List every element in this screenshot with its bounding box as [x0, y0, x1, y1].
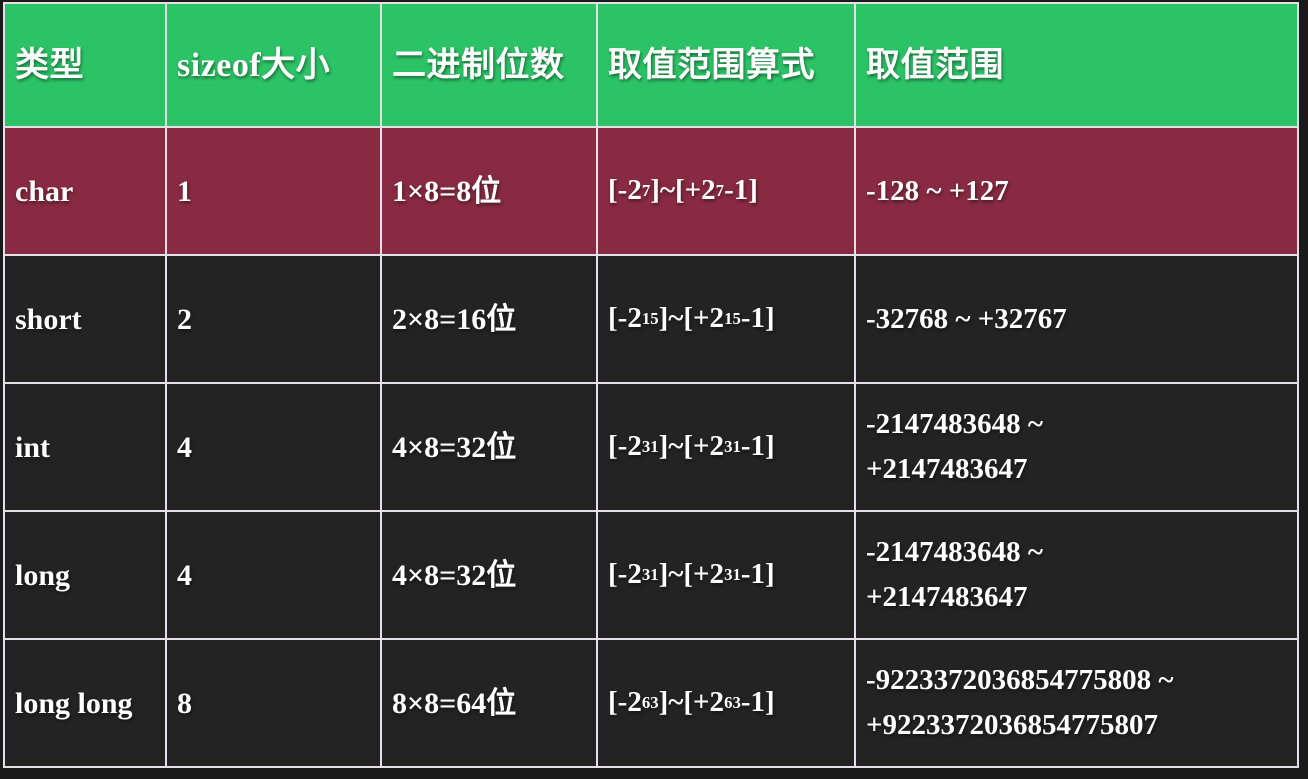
- formula-text: ]~[+2: [658, 686, 725, 719]
- cell-range: -128 ~ +127: [866, 174, 1009, 207]
- formula-text: ]~[+2: [658, 430, 725, 463]
- formula-text: [-2: [608, 686, 642, 719]
- cell-formula: [-2 31]~[+2 31 -1]: [598, 512, 856, 638]
- cell-range: -32768 ~ +32767: [866, 302, 1067, 335]
- cell-sizeof: 4: [167, 512, 382, 638]
- table-row: long long 8 8×8=64位 [-2 63]~[+2 63 -1] -922…: [5, 638, 1297, 766]
- cell-formula: [-2 7]~[+2 7 -1]: [598, 128, 856, 254]
- table-body: char 1 1×8=8位 [-2 7]~[+2 7 -1] -128 ~ +127 …: [5, 126, 1297, 766]
- cell-formula: [-2 15]~[+2 15 -1]: [598, 256, 856, 382]
- cell-sizeof: 4: [167, 384, 382, 510]
- cell-sizeof: 8: [167, 640, 382, 766]
- cell-bits: 8×8=64位: [382, 640, 598, 766]
- cell-sizeof: 1: [167, 128, 382, 254]
- cell-range: -2147483648 ~ +2147483647: [866, 536, 1043, 613]
- cell-formula: [-2 63]~[+2 63 -1]: [598, 640, 856, 766]
- formula-text: -1]: [740, 686, 775, 719]
- cell-bits: 2×8=16位: [382, 256, 598, 382]
- table-row: long 4 4×8=32位 [-2 31]~[+2 31 -1] -21474836…: [5, 510, 1297, 638]
- cell-formula: [-2 31]~[+2 31 -1]: [598, 384, 856, 510]
- cell-type: int: [5, 384, 167, 510]
- formula-text: [-2: [608, 430, 642, 463]
- cell-type: short: [5, 256, 167, 382]
- formula-text: ]~[+2: [658, 302, 725, 335]
- cell-type: char: [5, 128, 167, 254]
- formula-text: -1]: [724, 174, 758, 207]
- header-row: 类型 sizeof大小 二进制位数 取值范围算式 取值范围: [5, 4, 1297, 126]
- cell-bits: 4×8=32位: [382, 384, 598, 510]
- cell-bits: 1×8=8位: [382, 128, 598, 254]
- table-row: short 2 2×8=16位 [-2 15]~[+2 15 -1] -32768 ~…: [5, 254, 1297, 382]
- cell-range: -2147483648 ~ +2147483647: [866, 408, 1043, 485]
- formula-text: ]~[+2: [658, 558, 725, 591]
- formula-text: [-2: [608, 302, 642, 335]
- table-row: char 1 1×8=8位 [-2 7]~[+2 7 -1] -128 ~ +127: [5, 126, 1297, 254]
- col-header-range: 取值范围: [866, 46, 1004, 84]
- formula-text: -1]: [740, 302, 775, 335]
- formula-text: ]~[+2: [650, 174, 716, 207]
- formula-text: -1]: [740, 558, 775, 591]
- table-row: int 4 4×8=32位 [-2 31]~[+2 31 -1] -214748364…: [5, 382, 1297, 510]
- cell-bits: 4×8=32位: [382, 512, 598, 638]
- cell-type: long long: [5, 640, 167, 766]
- formula-text: [-2: [608, 558, 642, 591]
- formula-text: [-2: [608, 174, 642, 207]
- col-header-formula: 取值范围算式: [598, 4, 856, 126]
- formula-text: -1]: [740, 430, 775, 463]
- col-header-bits: 二进制位数: [382, 4, 598, 126]
- col-header-sizeof: sizeof大小: [167, 4, 382, 126]
- cell-type: long: [5, 512, 167, 638]
- cell-sizeof: 2: [167, 256, 382, 382]
- c-types-table: 类型 sizeof大小 二进制位数 取值范围算式 取值范围 char 1 1×8…: [3, 2, 1299, 768]
- col-header-type: 类型: [5, 4, 167, 126]
- cell-range: -9223372036854775808 ~ +9223372036854775…: [866, 664, 1174, 741]
